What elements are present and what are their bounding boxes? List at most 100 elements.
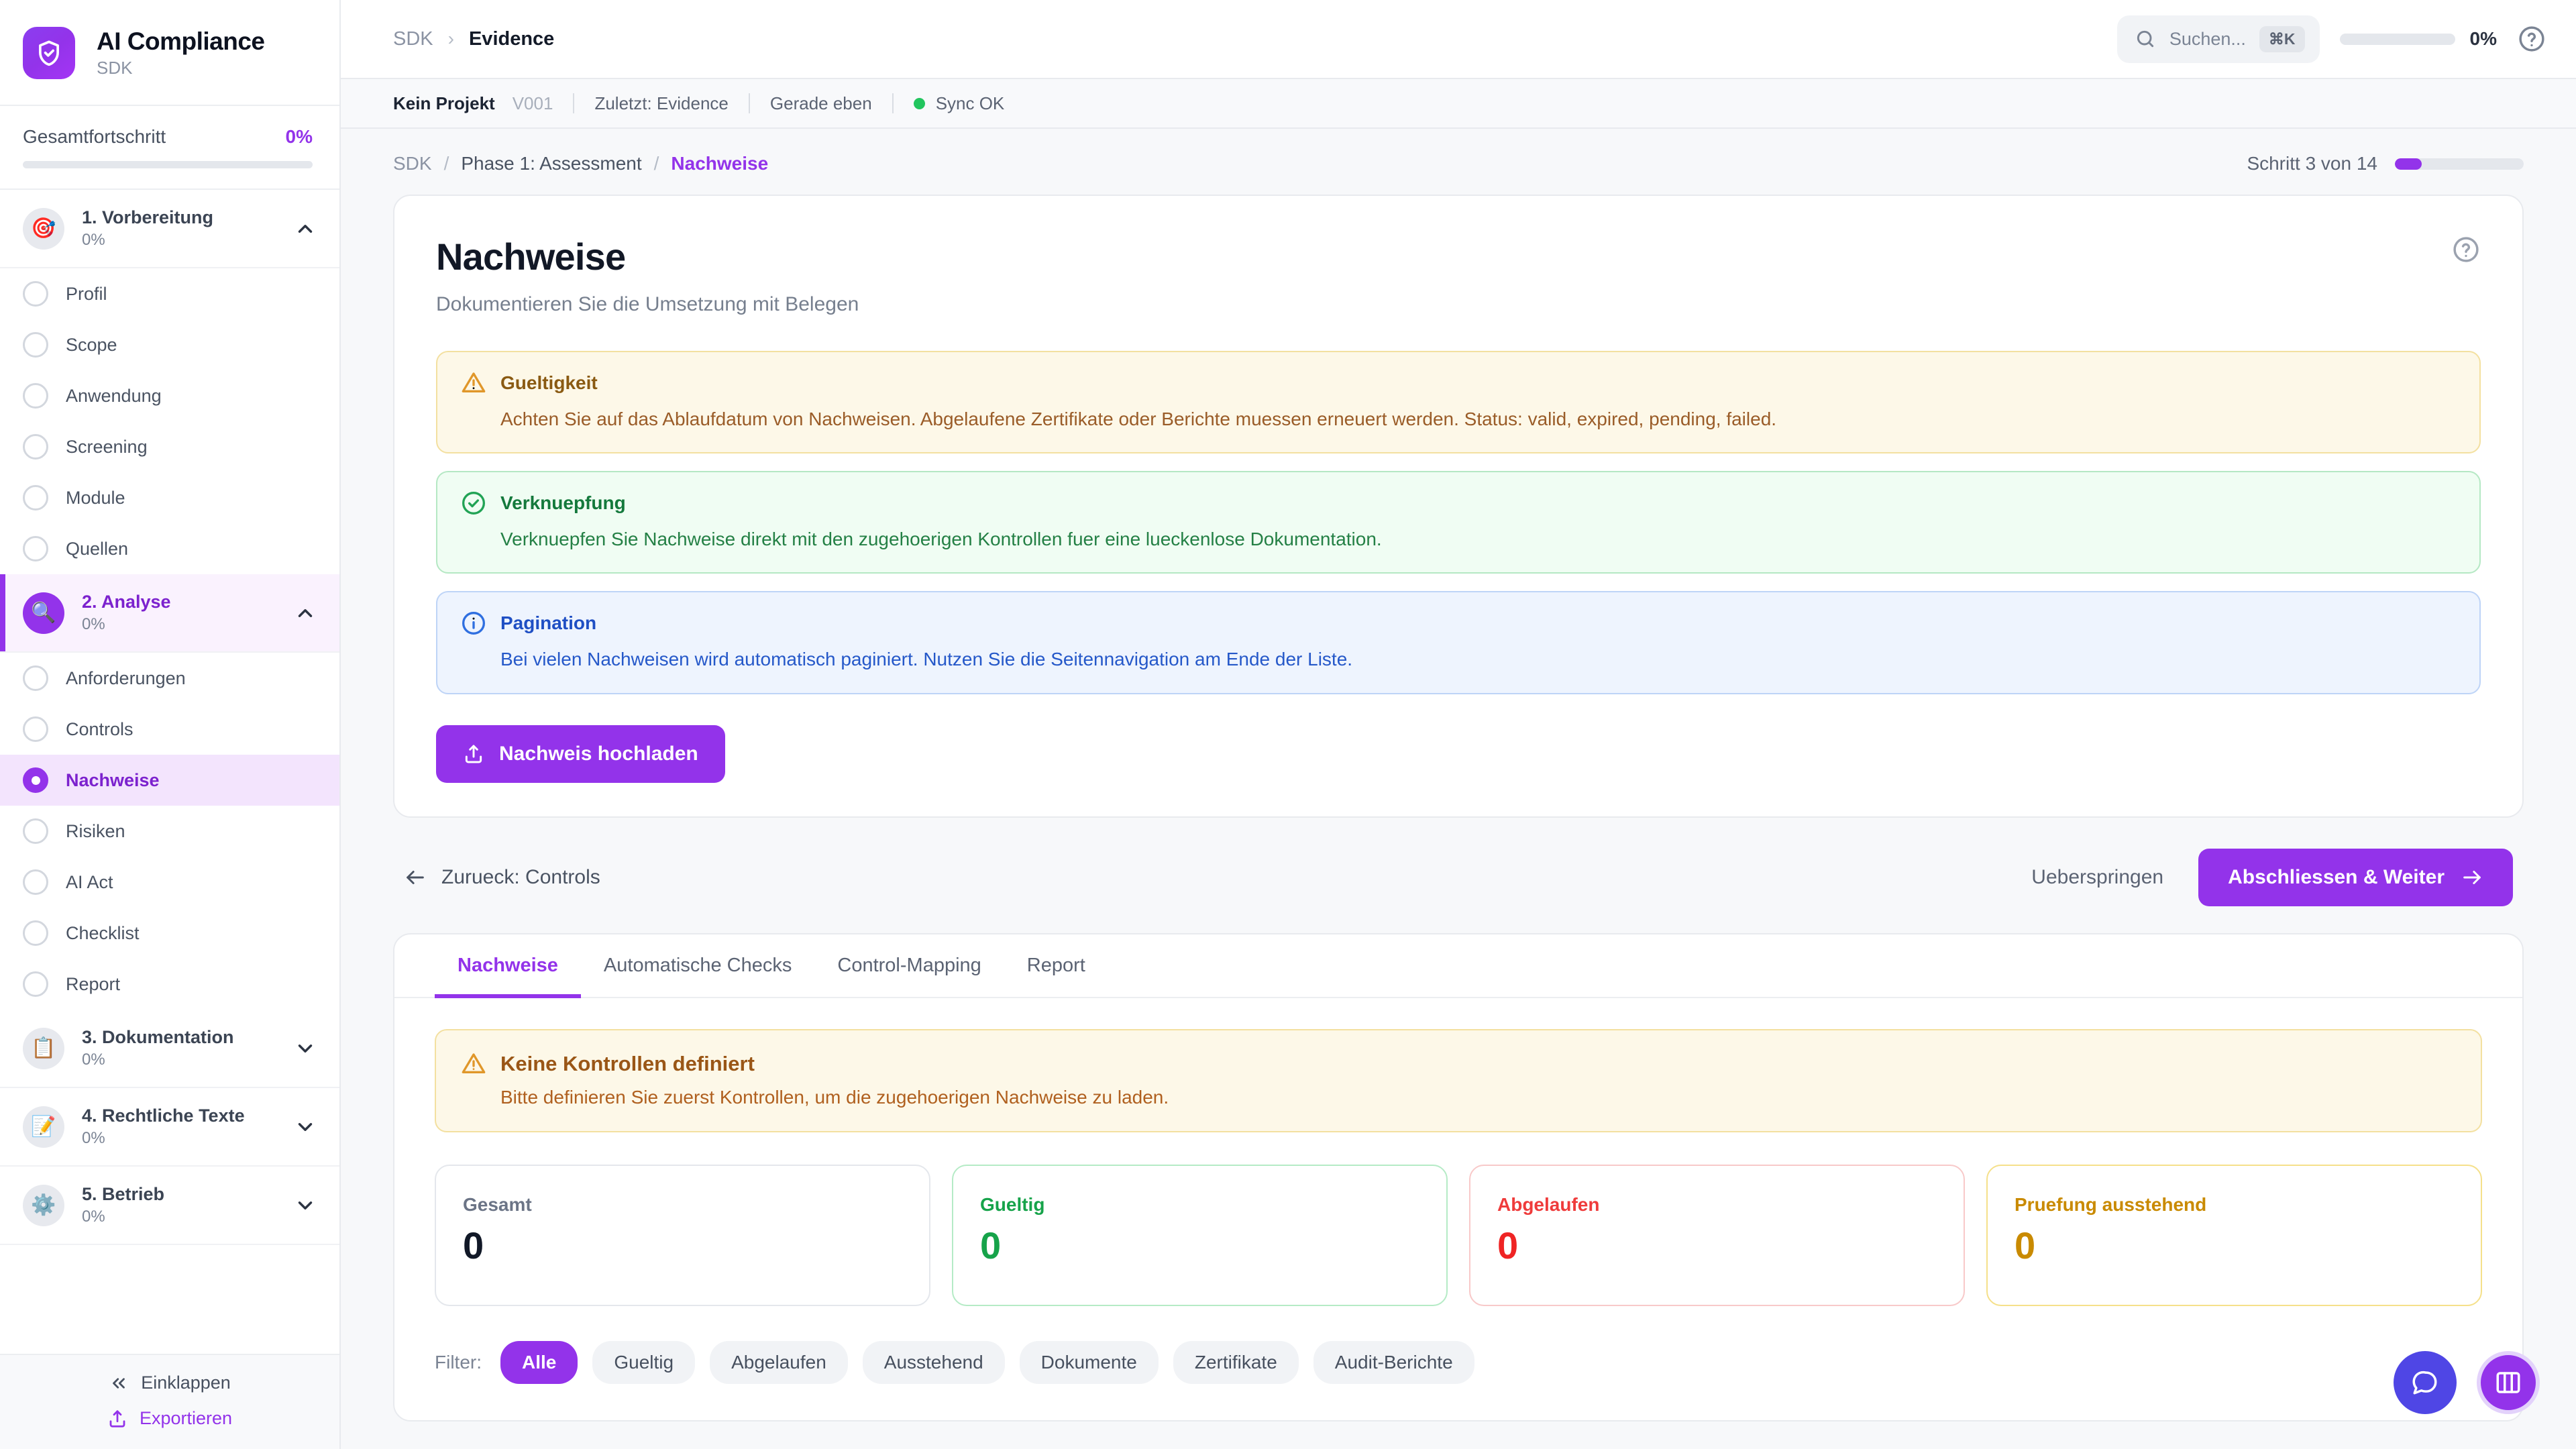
chat-bubble-icon xyxy=(2412,1371,2437,1395)
stat-card-gesamt: Gesamt 0 xyxy=(435,1164,930,1306)
complete-and-next-button[interactable]: Abschliessen & Weiter xyxy=(2198,848,2513,906)
filter-chip-abgelaufen[interactable]: Abgelaufen xyxy=(710,1340,848,1384)
filter-chip-alle[interactable]: Alle xyxy=(500,1340,578,1384)
search-input[interactable]: Suchen... ⌘K xyxy=(2116,15,2320,63)
status-divider xyxy=(573,93,575,113)
phase-progress: 0% xyxy=(82,1208,105,1226)
phase-progress: 0% xyxy=(82,1051,105,1069)
warning-triangle-icon xyxy=(462,1053,486,1073)
status-time: Gerade eben xyxy=(769,93,872,113)
radio-icon xyxy=(23,971,48,997)
question-circle-icon[interactable] xyxy=(2517,24,2546,54)
export-button[interactable]: Exportieren xyxy=(0,1408,339,1429)
sidebar-item-anwendung[interactable]: Anwendung xyxy=(0,370,339,421)
breadcrumb-row: SDK / Phase 1: Assessment / Nachweise Schrit… xyxy=(393,129,2524,195)
filter-chip-dokumente[interactable]: Dokumente xyxy=(1019,1340,1159,1384)
phase-header-4[interactable]: 📝 4. Rechtliche Texte 0% xyxy=(0,1088,339,1167)
filter-chip-gueltig[interactable]: Gueltig xyxy=(592,1340,696,1384)
back-button[interactable]: Zurueck: Controls xyxy=(404,866,600,889)
stat-card-abgelaufen: Abgelaufen 0 xyxy=(1469,1164,1965,1306)
filter-chip-ausstehend[interactable]: Ausstehend xyxy=(862,1340,1005,1384)
sidebar-item-ai-act[interactable]: AI Act xyxy=(0,857,339,908)
upload-evidence-label: Nachweis hochladen xyxy=(499,742,698,765)
overall-progress-label: Gesamtfortschritt xyxy=(23,126,166,147)
sidebar-item-profil[interactable]: Profil xyxy=(0,268,339,319)
header-progress: 0% xyxy=(2339,28,2497,50)
phase-name: 1. Vorbereitung xyxy=(82,207,214,227)
callout-pagination: Pagination Bei vielen Nachweisen wird aut… xyxy=(436,591,2481,694)
callout-body: Achten Sie auf das Ablaufdatum von Nachw… xyxy=(500,409,1777,429)
floating-action-buttons xyxy=(2394,1351,2540,1414)
phase-header-1[interactable]: 🎯 1. Vorbereitung 0% xyxy=(0,190,339,268)
sidebar-item-screening[interactable]: Screening xyxy=(0,421,339,472)
radio-icon xyxy=(23,332,48,358)
radio-icon xyxy=(23,716,48,742)
radio-icon xyxy=(23,434,48,460)
memo-pencil-icon: 📝 xyxy=(23,1106,64,1148)
sidebar-item-controls[interactable]: Controls xyxy=(0,704,339,755)
sidebar-item-anforderungen[interactable]: Anforderungen xyxy=(0,653,339,704)
step-progress-bar xyxy=(2395,158,2524,170)
callout-body: Verknuepfen Sie Nachweise direkt mit den… xyxy=(500,529,1382,550)
breadcrumb-item-1[interactable]: SDK xyxy=(393,153,432,174)
stat-label: Abgelaufen xyxy=(1497,1193,1600,1215)
chevron-right-icon: › xyxy=(447,28,454,49)
step-nav-row: Zurueck: Controls Ueberspringen Abschlie… xyxy=(393,818,2524,933)
sidebar-item-checklist[interactable]: Checklist xyxy=(0,908,339,959)
tab-bar[interactable]: Nachweise Automatische Checks Control-Mapp… xyxy=(394,934,2522,998)
step-indicator: Schritt 3 von 14 xyxy=(2247,153,2524,174)
topbar-crumb-root[interactable]: SDK xyxy=(393,28,433,50)
status-project: Kein Projekt xyxy=(393,93,495,113)
tab-automatische-checks[interactable]: Automatische Checks xyxy=(603,954,792,976)
callout-list: Gueltigkeit Achten Sie auf das Ablaufdatu… xyxy=(436,351,2481,694)
step-label: Schritt 3 von 14 xyxy=(2247,153,2377,174)
tab-report[interactable]: Report xyxy=(1026,954,1085,976)
sidebar-item-report[interactable]: Report xyxy=(0,959,339,1010)
phase-header-2[interactable]: 🔍 2. Analyse 0% xyxy=(0,574,339,653)
skip-button[interactable]: Ueberspringen xyxy=(2031,865,2164,888)
upload-icon xyxy=(465,745,482,763)
filter-chip-audit-berichte[interactable]: Audit-Berichte xyxy=(1313,1340,1474,1384)
breadcrumb-separator: / xyxy=(443,153,449,174)
stat-label: Gesamt xyxy=(463,1193,532,1215)
sidebar-item-label: Module xyxy=(66,487,125,508)
sidebar-item-scope[interactable]: Scope xyxy=(0,319,339,370)
phase-header-5[interactable]: ⚙️ 5. Betrieb 0% xyxy=(0,1167,339,1245)
tab-control-mapping[interactable]: Control-Mapping xyxy=(837,954,981,976)
stat-card-gueltig: Gueltig 0 xyxy=(952,1164,1448,1306)
sidebar-item-label: Anwendung xyxy=(66,385,162,406)
filter-chip-row[interactable]: Filter: Alle Gueltig Abgelaufen Ausstehend Do… xyxy=(435,1340,2482,1384)
upload-evidence-button[interactable]: Nachweis hochladen xyxy=(436,724,725,783)
arrow-right-icon xyxy=(2463,870,2481,884)
collapse-sidebar-label: Einklappen xyxy=(141,1373,231,1393)
panel-toggle-fab-button[interactable] xyxy=(2477,1351,2540,1414)
tab-nachweise[interactable]: Nachweise xyxy=(435,934,581,998)
callout-verknuepfung: Verknuepfung Verknuepfen Sie Nachweise di… xyxy=(436,471,2481,574)
collapse-sidebar-button[interactable]: Einklappen xyxy=(0,1373,339,1393)
sync-status-dot xyxy=(913,97,925,109)
phase-name: 5. Betrieb xyxy=(82,1184,165,1204)
sidebar-item-nachweise[interactable]: Nachweise xyxy=(0,755,339,806)
phase-header-3[interactable]: 📋 3. Dokumentation 0% xyxy=(0,1010,339,1088)
sidebar-item-risiken[interactable]: Risiken xyxy=(0,806,339,857)
status-version: V001 xyxy=(512,93,553,113)
breadcrumb: SDK / Phase 1: Assessment / Nachweise xyxy=(393,153,768,174)
evidence-intro-card: Nachweise Dokumentieren Sie die Umsetzun… xyxy=(393,195,2524,818)
magnifier-icon: 🔍 xyxy=(23,592,64,634)
chat-fab-button[interactable] xyxy=(2394,1351,2457,1414)
sidebar-item-module[interactable]: Module xyxy=(0,472,339,523)
panel-columns-icon xyxy=(2496,1372,2520,1393)
sidebar-item-label: Checklist xyxy=(66,922,140,943)
question-circle-icon[interactable] xyxy=(2451,235,2481,264)
gear-icon: ⚙️ xyxy=(23,1184,64,1226)
shield-check-icon xyxy=(23,27,75,79)
sidebar-item-label: Profil xyxy=(66,283,107,304)
sidebar-item-quellen[interactable]: Quellen xyxy=(0,523,339,574)
radio-icon xyxy=(23,536,48,561)
phase-list[interactable]: 🎯 1. Vorbereitung 0% Profil Scope Anwendung Sc… xyxy=(0,190,339,1354)
breadcrumb-item-2[interactable]: Phase 1: Assessment xyxy=(461,153,642,174)
content-scroll: SDK / Phase 1: Assessment / Nachweise Schrit… xyxy=(341,129,2576,1449)
search-shortcut-badge: ⌘K xyxy=(2259,25,2305,52)
filter-chip-zertifikate[interactable]: Zertifikate xyxy=(1173,1340,1299,1384)
overall-progress: Gesamtfortschritt 0% xyxy=(0,106,339,190)
